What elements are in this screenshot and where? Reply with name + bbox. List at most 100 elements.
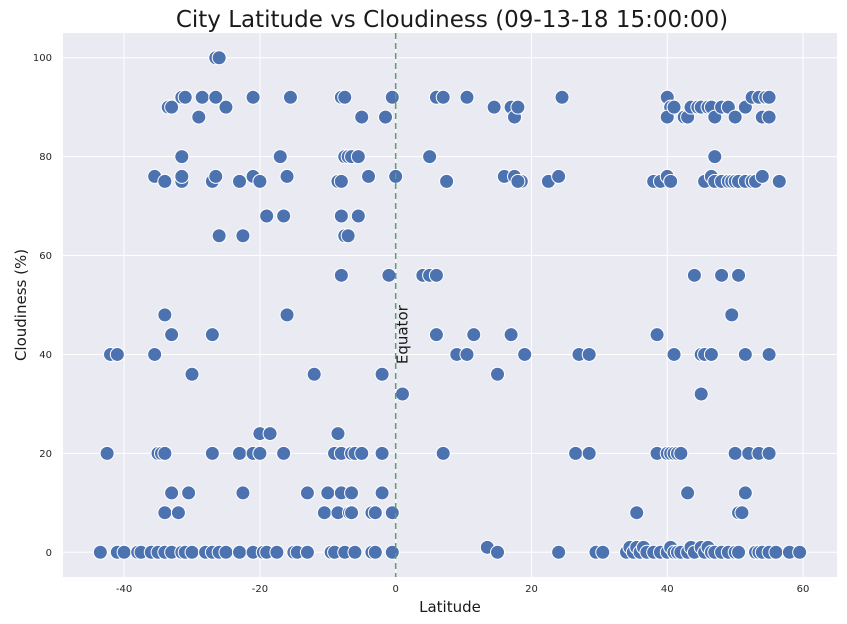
y-tick-label: 60 — [39, 251, 52, 262]
data-point — [208, 168, 224, 184]
data-point — [731, 544, 747, 560]
x-tick-label: -20 — [252, 584, 268, 595]
data-point — [737, 346, 753, 362]
data-point — [422, 149, 438, 165]
data-point — [727, 445, 743, 461]
data-point — [517, 346, 533, 362]
data-point — [232, 544, 248, 560]
data-point — [218, 544, 234, 560]
data-point — [354, 109, 370, 125]
data-point — [177, 89, 193, 105]
data-point — [157, 173, 173, 189]
data-point — [361, 168, 377, 184]
data-point — [703, 346, 719, 362]
data-point — [109, 346, 125, 362]
data-point — [378, 109, 393, 125]
data-point — [459, 89, 475, 105]
data-point — [384, 505, 400, 521]
data-point — [374, 485, 390, 501]
data-point — [259, 208, 275, 224]
data-point — [754, 168, 770, 184]
data-point — [279, 307, 295, 323]
data-point — [174, 168, 190, 184]
data-point — [164, 485, 180, 501]
data-point — [714, 267, 730, 283]
data-point — [693, 386, 709, 402]
data-point — [218, 99, 234, 115]
x-tick-label: 40 — [661, 584, 674, 595]
data-point — [170, 505, 186, 521]
data-point — [384, 544, 400, 560]
data-point — [510, 173, 526, 189]
data-point — [276, 208, 292, 224]
data-point — [374, 366, 390, 382]
data-point — [551, 544, 567, 560]
data-point — [347, 544, 363, 560]
y-tick-label: 80 — [39, 152, 52, 163]
data-point — [374, 445, 390, 461]
data-point — [92, 544, 108, 560]
data-point — [306, 366, 322, 382]
data-point — [252, 445, 268, 461]
data-point — [486, 99, 502, 115]
data-point — [194, 89, 210, 105]
data-point — [272, 149, 288, 165]
data-point — [490, 544, 506, 560]
data-point — [381, 267, 397, 283]
data-point — [666, 346, 682, 362]
y-tick-label: 0 — [46, 548, 52, 559]
data-point — [269, 544, 285, 560]
data-point — [344, 485, 360, 501]
data-point — [551, 168, 567, 184]
data-point — [208, 89, 224, 105]
data-point — [367, 505, 383, 521]
data-point — [232, 445, 248, 461]
data-point — [761, 445, 777, 461]
data-point — [350, 208, 366, 224]
data-point — [252, 173, 268, 189]
data-point — [337, 89, 353, 105]
data-point — [629, 505, 645, 521]
data-point — [737, 485, 753, 501]
data-point — [568, 445, 584, 461]
data-point — [649, 327, 665, 343]
data-point — [191, 109, 207, 125]
data-point — [340, 228, 356, 244]
data-point — [333, 173, 349, 189]
data-point — [116, 544, 132, 560]
data-point — [727, 109, 743, 125]
data-point — [394, 386, 410, 402]
data-point — [276, 445, 292, 461]
data-point — [330, 426, 346, 442]
data-point — [771, 173, 787, 189]
data-point — [680, 485, 696, 501]
data-point — [595, 544, 611, 560]
data-point — [707, 149, 723, 165]
data-point — [279, 168, 295, 184]
x-tick-label: 20 — [525, 584, 538, 595]
data-point — [663, 173, 679, 189]
chart-title: City Latitude vs Cloudiness (09-13-18 15… — [176, 7, 728, 33]
data-point — [299, 544, 315, 560]
data-point — [245, 89, 261, 105]
data-point — [428, 327, 444, 343]
data-point — [734, 505, 750, 521]
data-point — [384, 89, 400, 105]
data-point — [164, 99, 180, 115]
data-point — [344, 505, 360, 521]
data-point — [320, 485, 336, 501]
data-point — [761, 109, 777, 125]
x-tick-label: 0 — [392, 584, 398, 595]
data-point — [581, 346, 597, 362]
data-point — [354, 445, 370, 461]
y-axis-ticks: 0 20 40 60 80 100 — [33, 53, 52, 559]
x-tick-label: -40 — [116, 584, 132, 595]
data-point — [510, 99, 526, 115]
y-tick-label: 40 — [39, 350, 52, 361]
data-point — [761, 89, 777, 105]
x-axis-label: Latitude — [419, 598, 481, 616]
equator-annotation: Equator — [394, 304, 412, 364]
data-point — [232, 173, 248, 189]
data-point — [211, 228, 227, 244]
